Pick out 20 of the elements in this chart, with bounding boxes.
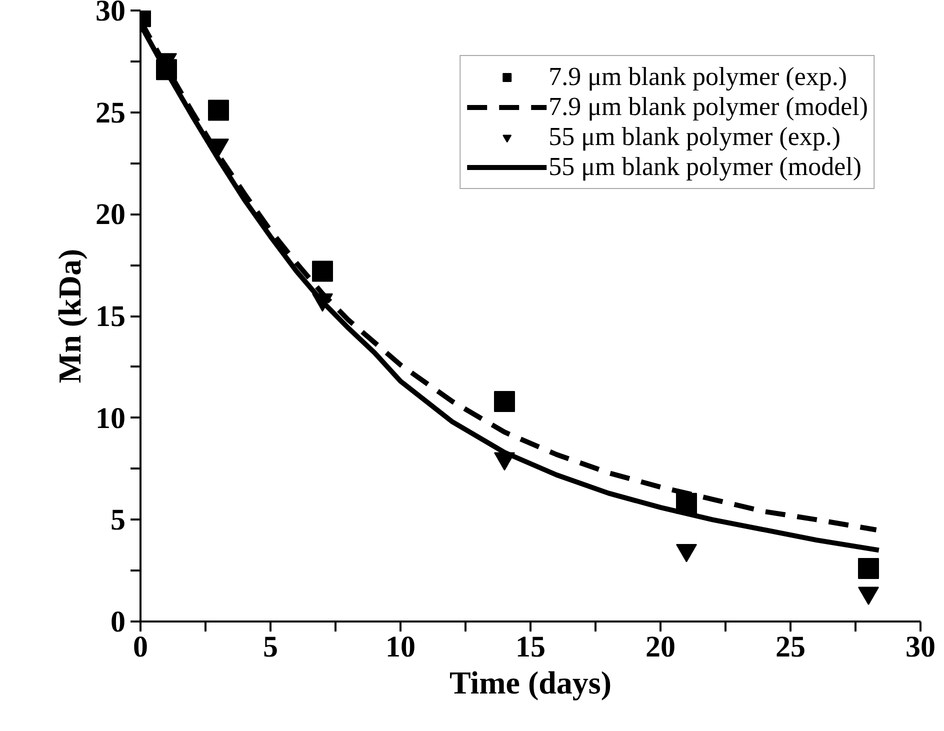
legend-label: 55 μm blank polymer (exp.) [548,122,841,152]
y-tick-label: 25 [96,96,126,130]
x-tick-label: 15 [516,630,546,664]
y-tick-label: 20 [96,198,126,232]
y-tick-label: 0 [110,606,126,638]
x-axis-title: Time (days) [449,664,612,700]
x-tick-label: 30 [906,630,936,664]
x-tick-label: 20 [646,630,676,664]
x-tick-label: 5 [263,630,278,664]
y-tick-label: 15 [96,300,126,333]
y-tick-label: 30 [96,0,126,28]
x-tick-label: 0 [133,630,148,664]
y-axis-title: Mn (kDa) [52,248,88,384]
x-tick-label: 25 [776,630,806,664]
legend-label: 7.9 μm blank polymer (model) [548,92,868,122]
y-tick-label: 5 [110,504,126,537]
x-tick-label: 10 [386,630,416,664]
legend-label: 55 μm blank polymer (model) [548,152,862,182]
y-tick-label: 10 [96,402,126,435]
legend-label: 7.9 μm blank polymer (exp.) [548,62,848,92]
